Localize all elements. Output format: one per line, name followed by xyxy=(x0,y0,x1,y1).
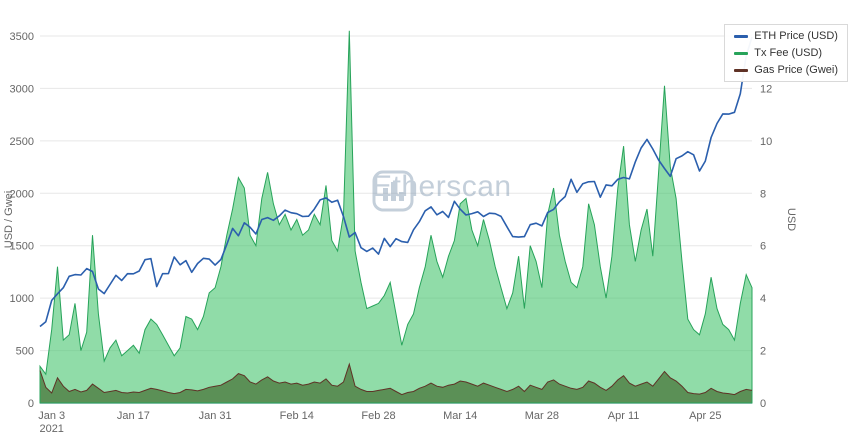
left-axis-tick-labels: 0 500 1000 1500 2000 2500 3000 3500 xyxy=(10,31,34,410)
legend-item-tx-fee-usd[interactable]: Tx Fee (USD) xyxy=(734,47,838,59)
series-outline-gas-price-gwei xyxy=(39,362,753,396)
svg-text:3000: 3000 xyxy=(10,83,34,95)
svg-text:Mar 28: Mar 28 xyxy=(525,410,559,422)
svg-text:Apr 25: Apr 25 xyxy=(689,410,721,422)
svg-text:4: 4 xyxy=(760,293,766,305)
svg-text:10: 10 xyxy=(760,136,772,148)
svg-text:2: 2 xyxy=(760,346,766,358)
legend-item-gas-price-gwei[interactable]: Gas Price (Gwei) xyxy=(734,64,838,76)
legend: ETH Price (USD) Tx Fee (USD) Gas Price (Gw… xyxy=(724,24,848,82)
left-axis-title: USD / Gwei xyxy=(3,191,15,248)
legend-label: Tx Fee (USD) xyxy=(754,47,823,59)
right-axis-tick-labels: 0 2 4 6 8 10 12 xyxy=(760,83,772,410)
svg-text:3500: 3500 xyxy=(10,31,34,43)
svg-text:Mar 14: Mar 14 xyxy=(443,410,477,422)
svg-text:500: 500 xyxy=(16,346,34,358)
legend-label: Gas Price (Gwei) xyxy=(754,64,838,76)
svg-text:1500: 1500 xyxy=(10,241,34,253)
legend-item-eth-price-usd[interactable]: ETH Price (USD) xyxy=(734,30,838,42)
legend-marker-tx-fee-usd xyxy=(734,51,749,55)
legend-marker-gas-price-gwei xyxy=(734,68,749,72)
svg-text:Jan 31: Jan 31 xyxy=(199,410,232,422)
svg-text:2500: 2500 xyxy=(10,136,34,148)
svg-text:1000: 1000 xyxy=(10,293,34,305)
svg-text:Jan 3: Jan 3 xyxy=(38,410,65,422)
svg-text:6: 6 xyxy=(760,241,766,253)
svg-text:Jan 17: Jan 17 xyxy=(117,410,150,422)
legend-marker-eth-price-usd xyxy=(734,34,749,38)
svg-text:2021: 2021 xyxy=(39,423,63,435)
svg-text:Apr 11: Apr 11 xyxy=(608,410,640,422)
svg-text:0: 0 xyxy=(760,398,766,410)
series-tx-fee-usd xyxy=(39,30,753,404)
svg-text:12: 12 xyxy=(760,83,772,95)
legend-label: ETH Price (USD) xyxy=(754,30,838,42)
svg-text:0: 0 xyxy=(28,398,34,410)
svg-text:8: 8 xyxy=(760,188,766,200)
right-axis-title: USD xyxy=(785,208,797,231)
svg-text:2000: 2000 xyxy=(10,188,34,200)
svg-text:Feb 28: Feb 28 xyxy=(361,410,395,422)
series-eth-price-usd xyxy=(39,36,753,328)
svg-text:Feb 14: Feb 14 xyxy=(280,410,314,422)
